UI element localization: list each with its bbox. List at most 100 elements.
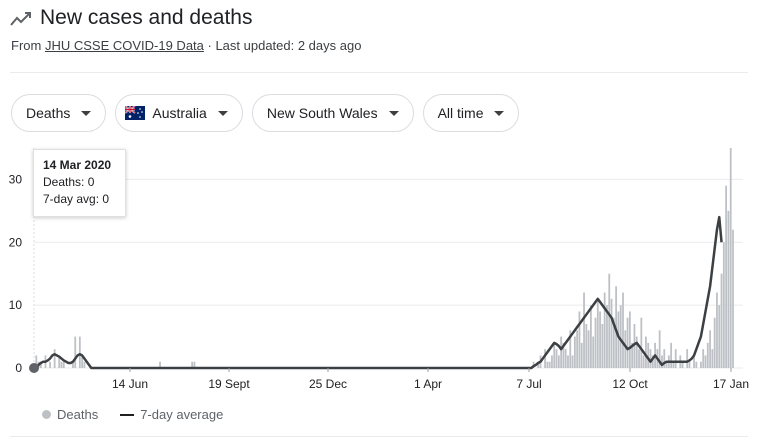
time-range-label: All time xyxy=(437,105,484,121)
legend-deaths: Deaths xyxy=(57,407,99,422)
metric-label: Deaths xyxy=(26,105,71,121)
deaths-bar xyxy=(573,336,576,368)
deaths-bar xyxy=(553,342,556,368)
deaths-bar xyxy=(681,361,684,368)
header-divider xyxy=(10,72,748,73)
deaths-chart[interactable]: 0 10 20 30 14 Jun 19 Sept 25 Dec 1 Apr 7 Jul 12 … xyxy=(0,140,768,398)
deaths-bar xyxy=(649,349,652,368)
region-dropdown[interactable]: New South Wales xyxy=(251,94,414,132)
chart-title: New cases and deaths xyxy=(40,6,253,29)
deaths-bar xyxy=(626,317,629,368)
deaths-bar xyxy=(583,292,585,368)
deaths-bar xyxy=(58,355,61,368)
tooltip-date: 14 Mar 2020 xyxy=(43,158,112,172)
deaths-bar xyxy=(672,361,675,368)
deaths-bar xyxy=(732,229,734,368)
deaths-bar xyxy=(622,292,624,368)
y-tick-label: 20 xyxy=(9,235,23,249)
deaths-bar xyxy=(619,305,622,368)
deaths-bar xyxy=(159,361,161,368)
deaths-bar xyxy=(645,336,647,368)
deaths-bar xyxy=(571,355,574,368)
trending-line-icon xyxy=(10,12,31,26)
metric-dropdown[interactable]: Deaths xyxy=(11,94,107,132)
footer-divider xyxy=(10,436,748,437)
deaths-bar xyxy=(727,210,730,368)
deaths-bar xyxy=(711,349,714,368)
last-updated: · Last updated: 2 days ago xyxy=(203,38,362,53)
deaths-bar xyxy=(601,324,604,368)
deaths-bar xyxy=(193,361,196,368)
deaths-bar xyxy=(78,336,81,368)
deaths-bar xyxy=(191,361,194,368)
time-range-dropdown[interactable]: All time xyxy=(422,94,520,132)
x-tick-label: 14 Jun xyxy=(112,377,148,391)
source-link[interactable]: JHU CSSE COVID-19 Data xyxy=(44,38,204,53)
deaths-bar xyxy=(624,330,627,368)
deaths-bar xyxy=(617,311,620,368)
deaths-bar xyxy=(702,349,705,368)
deaths-bar xyxy=(720,273,723,368)
deaths-bar xyxy=(700,361,702,368)
deaths-bar xyxy=(578,311,581,368)
country-dropdown[interactable]: Australia xyxy=(115,94,243,132)
x-tick-label: 25 Dec xyxy=(309,377,347,391)
deaths-bar xyxy=(709,330,711,368)
deaths-bar xyxy=(704,355,707,368)
deaths-bar xyxy=(729,148,732,368)
deaths-bar xyxy=(628,311,631,368)
deaths-bar xyxy=(39,361,42,368)
chart-avg-line xyxy=(34,215,723,370)
deaths-bar xyxy=(49,361,51,368)
deaths-bar xyxy=(706,342,709,368)
deaths-bar xyxy=(592,336,595,368)
deaths-bar xyxy=(612,317,615,368)
deaths-bar xyxy=(635,336,638,368)
deaths-bar xyxy=(562,342,565,368)
deaths-bar xyxy=(548,361,551,368)
caret-down-icon xyxy=(494,110,505,116)
deaths-bar xyxy=(555,349,558,368)
deaths-bar xyxy=(642,355,645,368)
deaths-bar xyxy=(603,292,606,368)
deaths-bar xyxy=(695,361,698,368)
deaths-bar xyxy=(658,330,661,368)
tooltip-avg: 7-day avg: 0 xyxy=(43,192,110,206)
region-label: New South Wales xyxy=(266,105,378,121)
deaths-bar xyxy=(585,324,588,368)
deaths-bar xyxy=(546,361,549,368)
x-tick-label: 12 Oct xyxy=(612,377,648,391)
deaths-bar xyxy=(53,349,56,368)
deaths-bar xyxy=(693,355,695,368)
deaths-bar xyxy=(651,355,654,368)
deaths-bar xyxy=(557,355,560,368)
deaths-bar xyxy=(663,349,666,368)
deaths-bar xyxy=(537,361,540,368)
deaths-bar xyxy=(567,355,569,368)
deaths-bar xyxy=(594,317,597,368)
deaths-bar xyxy=(640,317,643,368)
deaths-bar xyxy=(62,361,65,368)
deaths-legend-dot xyxy=(42,410,51,419)
source-prefix: From xyxy=(11,38,45,53)
deaths-bar xyxy=(544,349,546,368)
deaths-bar xyxy=(606,305,608,368)
chart-tooltip: 14 Mar 2020 Deaths: 0 7-day avg: 0 xyxy=(33,149,126,217)
deaths-bar xyxy=(647,342,650,368)
deaths-bar xyxy=(35,355,38,368)
deaths-bar xyxy=(725,185,728,368)
deaths-bar xyxy=(569,330,572,368)
deaths-bar xyxy=(638,349,640,368)
deaths-bar xyxy=(576,330,579,368)
deaths-bar xyxy=(686,349,689,368)
filter-bar: Deaths Australia New South Wales All tim xyxy=(11,94,520,132)
tooltip-deaths: Deaths: 0 xyxy=(43,175,95,189)
deaths-bar xyxy=(661,355,663,368)
avg-legend-line xyxy=(120,413,135,416)
x-axis-ticks: 14 Jun 19 Sept 25 Dec 1 Apr 7 Jul 12 Oct 17 Ja… xyxy=(112,368,749,391)
deaths-bar xyxy=(587,330,590,368)
deaths-bar xyxy=(551,355,553,368)
chart-bars xyxy=(35,148,734,368)
deaths-bar xyxy=(610,298,613,368)
deaths-bar xyxy=(665,361,668,368)
